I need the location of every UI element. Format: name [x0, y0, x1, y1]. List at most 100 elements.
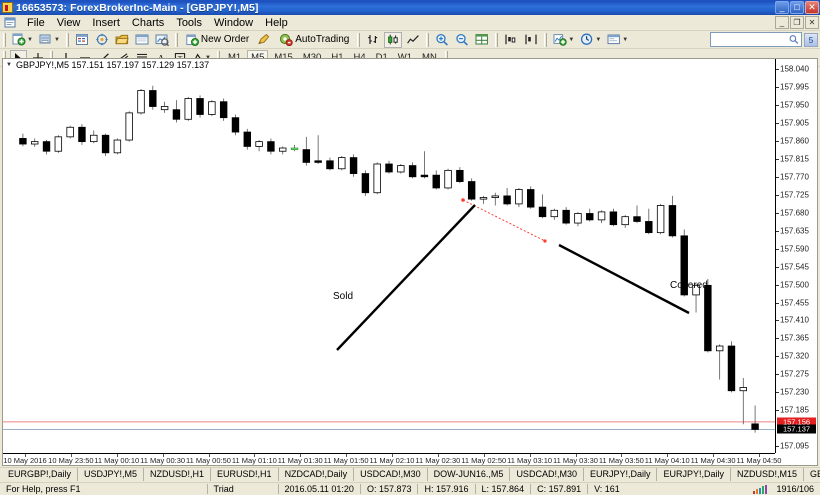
- timeframe-m1[interactable]: M1: [224, 50, 245, 65]
- profiles-button[interactable]: ▼: [37, 32, 62, 48]
- timeframe-m30[interactable]: M30: [299, 50, 325, 65]
- toolbar-grip-7[interactable]: [544, 32, 548, 47]
- menu-item-view[interactable]: View: [56, 16, 81, 29]
- minimize-button[interactable]: _: [775, 1, 789, 14]
- sold-leader-line: [336, 204, 476, 351]
- candlestick-chart-button[interactable]: [384, 31, 403, 48]
- price-axis[interactable]: 158.040 157.995 157.950 157.905 157.860 157.8…: [775, 59, 817, 453]
- document-restore-button[interactable]: ❐: [790, 16, 804, 29]
- status-separator-1: [206, 484, 208, 494]
- bar-chart-button[interactable]: [364, 32, 382, 48]
- menu-item-file[interactable]: File: [27, 16, 45, 29]
- indicators-button[interactable]: ▼: [551, 32, 576, 48]
- toolbar-grip-4[interactable]: [357, 32, 361, 47]
- menu-item-window[interactable]: Window: [214, 16, 254, 29]
- chart-tab[interactable]: EURUSD!,H1: [211, 468, 279, 481]
- candle: [255, 140, 263, 152]
- timeframe-h4[interactable]: H4: [349, 50, 369, 65]
- chart-window[interactable]: ▼ GBPJPY!,M5 157.151 157.197 157.129 157…: [2, 58, 818, 466]
- candle: [19, 133, 27, 147]
- timeframe-w1[interactable]: W1: [394, 50, 416, 65]
- status-connection: 1916/106: [776, 483, 814, 494]
- menu-item-help[interactable]: Help: [265, 16, 288, 29]
- templates-button[interactable]: ▼: [605, 32, 630, 48]
- tile-windows-button[interactable]: [473, 32, 491, 48]
- status-separator-6: [530, 484, 532, 494]
- time-tick-label: 11 May 01:30: [277, 456, 323, 465]
- timeframe-m15[interactable]: M15: [270, 50, 296, 65]
- toolbar-grip[interactable]: [3, 32, 6, 47]
- price-tick: [776, 248, 779, 250]
- chart-tab[interactable]: DOW-JUN16.,M5: [428, 468, 511, 481]
- close-button[interactable]: ✕: [805, 1, 819, 14]
- document-minimize-button[interactable]: _: [775, 16, 789, 29]
- metaeditor-button[interactable]: [255, 32, 273, 48]
- candle: [621, 215, 629, 228]
- chart-tab[interactable]: EURJPY!,Daily: [657, 468, 731, 481]
- timeframe-mn[interactable]: MN: [418, 50, 441, 65]
- search-input[interactable]: [713, 33, 790, 46]
- price-tick: [776, 212, 779, 214]
- chart-shift-button[interactable]: [522, 32, 540, 48]
- candle: [149, 85, 157, 110]
- auto-scroll-button[interactable]: [502, 32, 520, 48]
- chart-tab[interactable]: USDCAD!,M30: [510, 468, 584, 481]
- price-tick-label: 157.095: [780, 441, 809, 451]
- horizontal-line-icon[interactable]: [76, 50, 93, 66]
- status-profile[interactable]: Triad: [213, 483, 234, 494]
- candle: [184, 96, 192, 121]
- chart-tab[interactable]: EURGBP!,Daily: [2, 468, 79, 481]
- time-axis[interactable]: 10 May 2016 10 May 23:50 11 May 00:10 11 Ma…: [3, 453, 781, 465]
- menu-item-insert[interactable]: Insert: [92, 16, 120, 29]
- autotrading-button[interactable]: AutoTrading: [275, 32, 353, 48]
- time-tick-label: 11 May 02:30: [415, 456, 461, 465]
- toolbar-grip-6[interactable]: [495, 32, 499, 47]
- navigator-button[interactable]: [113, 32, 131, 48]
- terminal-button[interactable]: [133, 32, 151, 48]
- zoom-in-button[interactable]: [433, 32, 451, 48]
- mt4-app-icon: [2, 2, 13, 13]
- chart-tab[interactable]: EURJPY!,Daily: [584, 468, 658, 481]
- time-tick: [437, 454, 439, 457]
- maximize-button[interactable]: □: [790, 1, 804, 14]
- chart-tab[interactable]: NZDUSD!,M15: [731, 468, 804, 481]
- strategy-tester-button[interactable]: [153, 32, 171, 48]
- tools-toolbar-grip-2[interactable]: [50, 50, 53, 65]
- menu-item-charts[interactable]: Charts: [131, 16, 165, 29]
- chart-tab[interactable]: USDJPY!,M5: [78, 468, 145, 481]
- toolbar-grip-5[interactable]: [426, 32, 430, 47]
- candle: [78, 124, 86, 145]
- chart-tab[interactable]: GBPUSD!,M30: [804, 468, 820, 481]
- line-chart-button[interactable]: [404, 32, 422, 48]
- chevron-down-icon[interactable]: ▼: [6, 62, 12, 68]
- status-bar: For Help, press F1 Triad 2016.05.11 01:2…: [0, 482, 820, 495]
- new-chart-button[interactable]: ▼: [10, 32, 35, 48]
- candle: [31, 138, 39, 147]
- chart-plot-area[interactable]: Sold Covered: [3, 59, 775, 453]
- candle: [668, 195, 677, 238]
- menu-item-tools[interactable]: Tools: [176, 16, 202, 29]
- chart-tab[interactable]: NZDCAD!,Daily: [279, 468, 355, 481]
- zoom-out-button[interactable]: [453, 32, 471, 48]
- search-box[interactable]: [710, 32, 802, 47]
- market-watch-button[interactable]: [73, 32, 91, 48]
- candle: [420, 151, 429, 179]
- timeframe-d1[interactable]: D1: [372, 50, 392, 65]
- candle: [361, 170, 370, 196]
- tools-toolbar-grip-3[interactable]: [216, 50, 220, 65]
- time-tick: [621, 454, 623, 457]
- new-order-button[interactable]: New Order: [182, 32, 253, 48]
- toolbar-grip-3[interactable]: [174, 32, 178, 47]
- tools-toolbar-grip[interactable]: [3, 50, 6, 65]
- mql5-community-icon[interactable]: 5: [804, 32, 818, 47]
- periods-button[interactable]: ▼: [578, 32, 603, 48]
- data-window-button[interactable]: [93, 32, 111, 48]
- toolbar-grip-2[interactable]: [65, 32, 69, 47]
- candle: [515, 187, 523, 208]
- document-close-button[interactable]: ✕: [805, 16, 819, 29]
- timeframe-h1[interactable]: H1: [327, 50, 347, 65]
- chart-tab[interactable]: USDCAD!,M30: [354, 468, 428, 481]
- chart-tab[interactable]: NZDUSD!,H1: [144, 468, 212, 481]
- tools-toolbar-grip-4[interactable]: [444, 50, 448, 65]
